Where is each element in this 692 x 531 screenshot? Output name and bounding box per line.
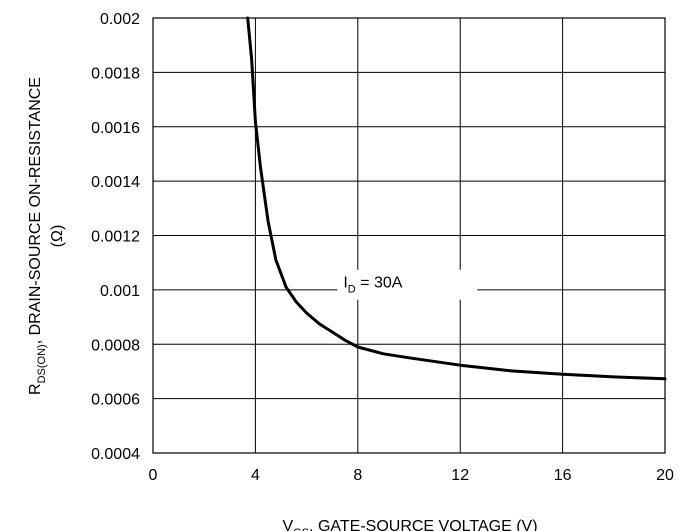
y-axis-label-main: R — [27, 383, 44, 395]
y-tick-label: 0.0016 — [91, 120, 140, 137]
y-axis-label-rest: , DRAIN-SOURCE ON-RESISTANCE — [27, 77, 44, 344]
x-tick-labels: 0 4 8 12 16 20 — [149, 467, 674, 484]
x-axis-label: VGS, GATE-SOURCE VOLTAGE (V) — [282, 518, 537, 531]
x-axis-label-rest: , GATE-SOURCE VOLTAGE (V) — [309, 518, 537, 531]
y-tick-label: 0.0008 — [91, 337, 140, 354]
y-tick-label: 0.0012 — [91, 229, 140, 246]
y-tick-label: 0.001 — [100, 283, 140, 300]
annotation-sub: D — [348, 284, 356, 296]
y-tick-label: 0.0004 — [91, 446, 140, 463]
x-tick-label: 0 — [149, 467, 158, 484]
x-axis-label-main: V — [282, 518, 293, 531]
grid — [153, 18, 665, 453]
x-tick-label: 12 — [451, 467, 469, 484]
y-axis-label-group: RDS(ON), DRAIN-SOURCE ON-RESISTANCE (Ω) — [27, 77, 66, 395]
annotation-group: ID = 30A — [337, 269, 478, 300]
x-tick-label: 20 — [656, 467, 674, 484]
annotation-id: ID = 30A — [343, 275, 402, 296]
y-axis-label: RDS(ON), DRAIN-SOURCE ON-RESISTANCE — [27, 77, 48, 395]
annotation-background — [337, 269, 478, 300]
x-tick-label: 8 — [353, 467, 362, 484]
x-tick-label: 16 — [554, 467, 572, 484]
x-tick-label: 4 — [251, 467, 260, 484]
annotation-rest: = 30A — [356, 275, 403, 292]
y-axis-unit: (Ω) — [49, 225, 66, 248]
y-tick-label: 0.0006 — [91, 392, 140, 409]
y-tick-label: 0.002 — [100, 11, 140, 28]
y-tick-label: 0.0014 — [91, 174, 140, 191]
y-tick-label: 0.0018 — [91, 65, 140, 82]
x-axis-label-sub: GS — [293, 527, 309, 531]
plot-frame — [152, 17, 666, 454]
y-axis-label-sub: DS(ON) — [36, 344, 48, 383]
annotation-main: I — [343, 275, 347, 292]
series-line — [246, 16, 667, 381]
y-tick-labels: 0.0004 0.0006 0.0008 0.001 0.0012 0.0014 0.001… — [91, 11, 140, 463]
